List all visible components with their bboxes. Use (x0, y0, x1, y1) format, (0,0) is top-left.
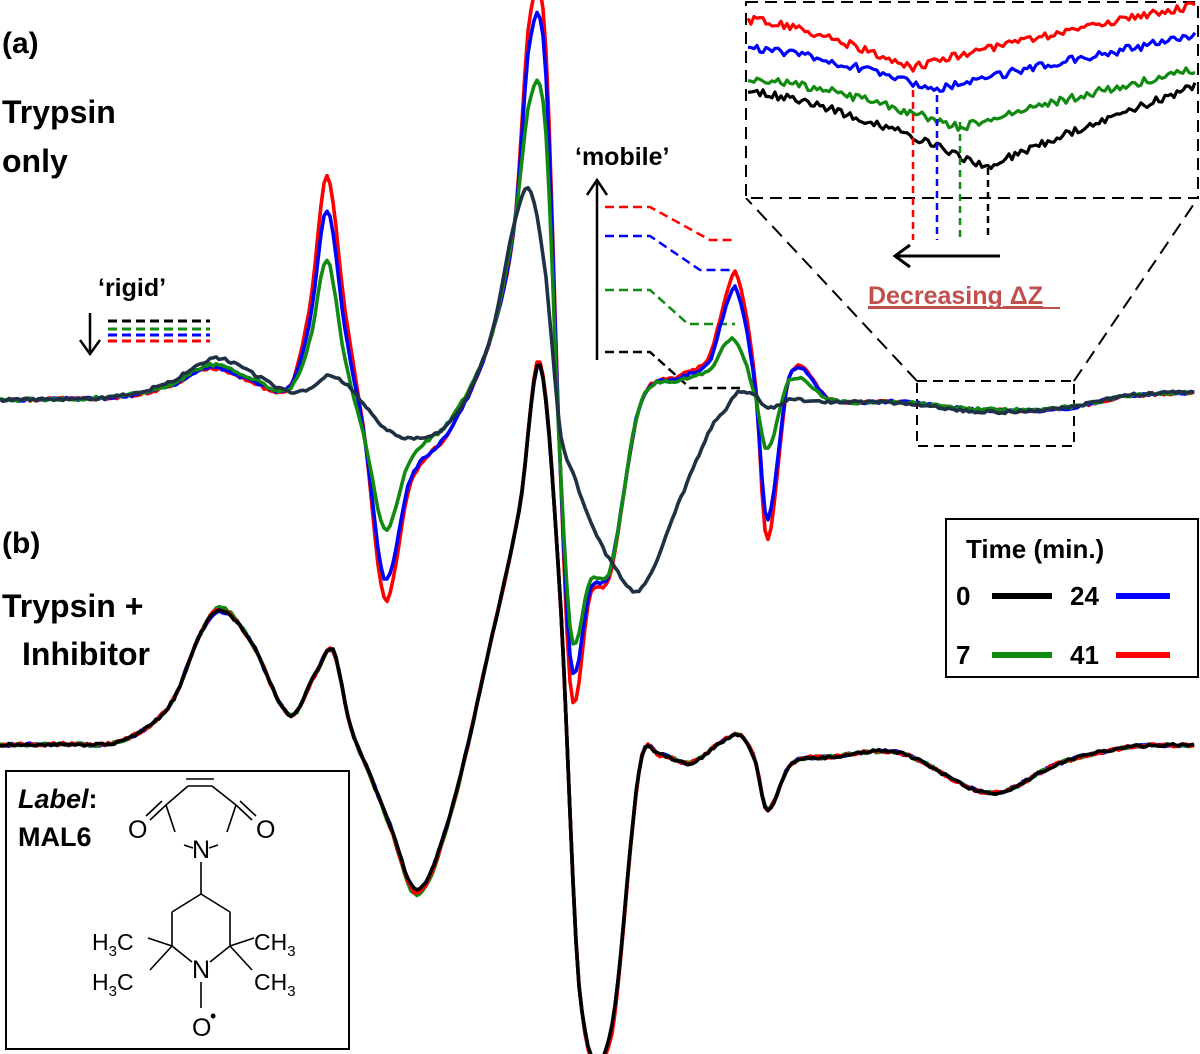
decreasing-dz-arrow-head (892, 243, 911, 269)
legend-label-24: 24 (1070, 581, 1099, 611)
zoom-inset: Decreasing ΔZ (745, 1, 1199, 310)
panel-a-title-line2: only (2, 143, 68, 179)
rigid-annotation: ‘rigid’ (78, 274, 210, 357)
legend-title: Time (min.) (966, 534, 1104, 564)
legend: Time (min.) 0 24 7 41 (945, 518, 1199, 678)
atom-n-top: N (192, 836, 210, 864)
inset-curves (746, 1, 1197, 171)
group-left-upper: H3C (92, 929, 134, 960)
atom-o-bottom: O (192, 1014, 211, 1042)
label-word: Label: (18, 784, 98, 814)
panel-a-title-line1: Trypsin (2, 94, 116, 130)
spectrum-a-t7 (0, 78, 1195, 646)
legend-label-0: 0 (956, 581, 970, 611)
mobile-label: ‘mobile’ (575, 143, 669, 171)
spectrum-b-t0 (0, 363, 1195, 1054)
zoom-connector-right (1073, 197, 1199, 382)
mobile-dash-black (605, 350, 740, 390)
atom-o-left: O (128, 816, 147, 844)
mal6-structure (145, 778, 257, 1008)
mobile-annotation: ‘mobile’ (575, 143, 740, 390)
spectrum-a-t0 (0, 185, 1195, 594)
atom-n-bottom: N (192, 956, 210, 984)
radical-dot: • (210, 1006, 216, 1026)
zoom-connector-left (745, 197, 918, 382)
legend-label-7: 7 (956, 640, 970, 670)
label-name: MAL6 (18, 822, 92, 852)
inset-curve-t24 (747, 31, 1197, 93)
mobile-dash-blue (605, 234, 730, 272)
atom-o-right: O (256, 816, 275, 844)
inset-frame (745, 1, 1199, 199)
panel-a-letter: (a) (2, 27, 39, 60)
group-right-lower: CH3 (254, 969, 296, 1000)
mobile-dash-red (605, 205, 735, 242)
rigid-arrow-head (78, 339, 102, 357)
panel-a-spectra (0, 0, 1195, 705)
panel-b-title-line1: Trypsin + (2, 588, 143, 624)
label-structure-box: Label: MAL6 (5, 770, 350, 1050)
inset-curve-t7 (747, 66, 1196, 132)
group-right-upper: CH3 (254, 929, 296, 960)
decreasing-dz-label: Decreasing ΔZ (868, 282, 1043, 310)
panel-b-letter: (b) (2, 527, 40, 560)
rigid-label: ‘rigid’ (98, 274, 166, 302)
mal6-atoms: O O N N O • H3C H3C CH3 CH3 (92, 816, 296, 1042)
mobile-arrow-head (585, 177, 609, 196)
inset-curve-t0 (747, 82, 1197, 171)
panel-b-title-line2: Inhibitor (22, 636, 150, 672)
legend-label-41: 41 (1070, 640, 1099, 670)
label-box-frame (5, 770, 350, 1050)
inset-curve-t41 (746, 1, 1196, 73)
panel-b-spectra (0, 360, 1195, 1054)
group-left-lower: H3C (92, 969, 134, 1000)
mobile-dash-green (605, 288, 735, 326)
